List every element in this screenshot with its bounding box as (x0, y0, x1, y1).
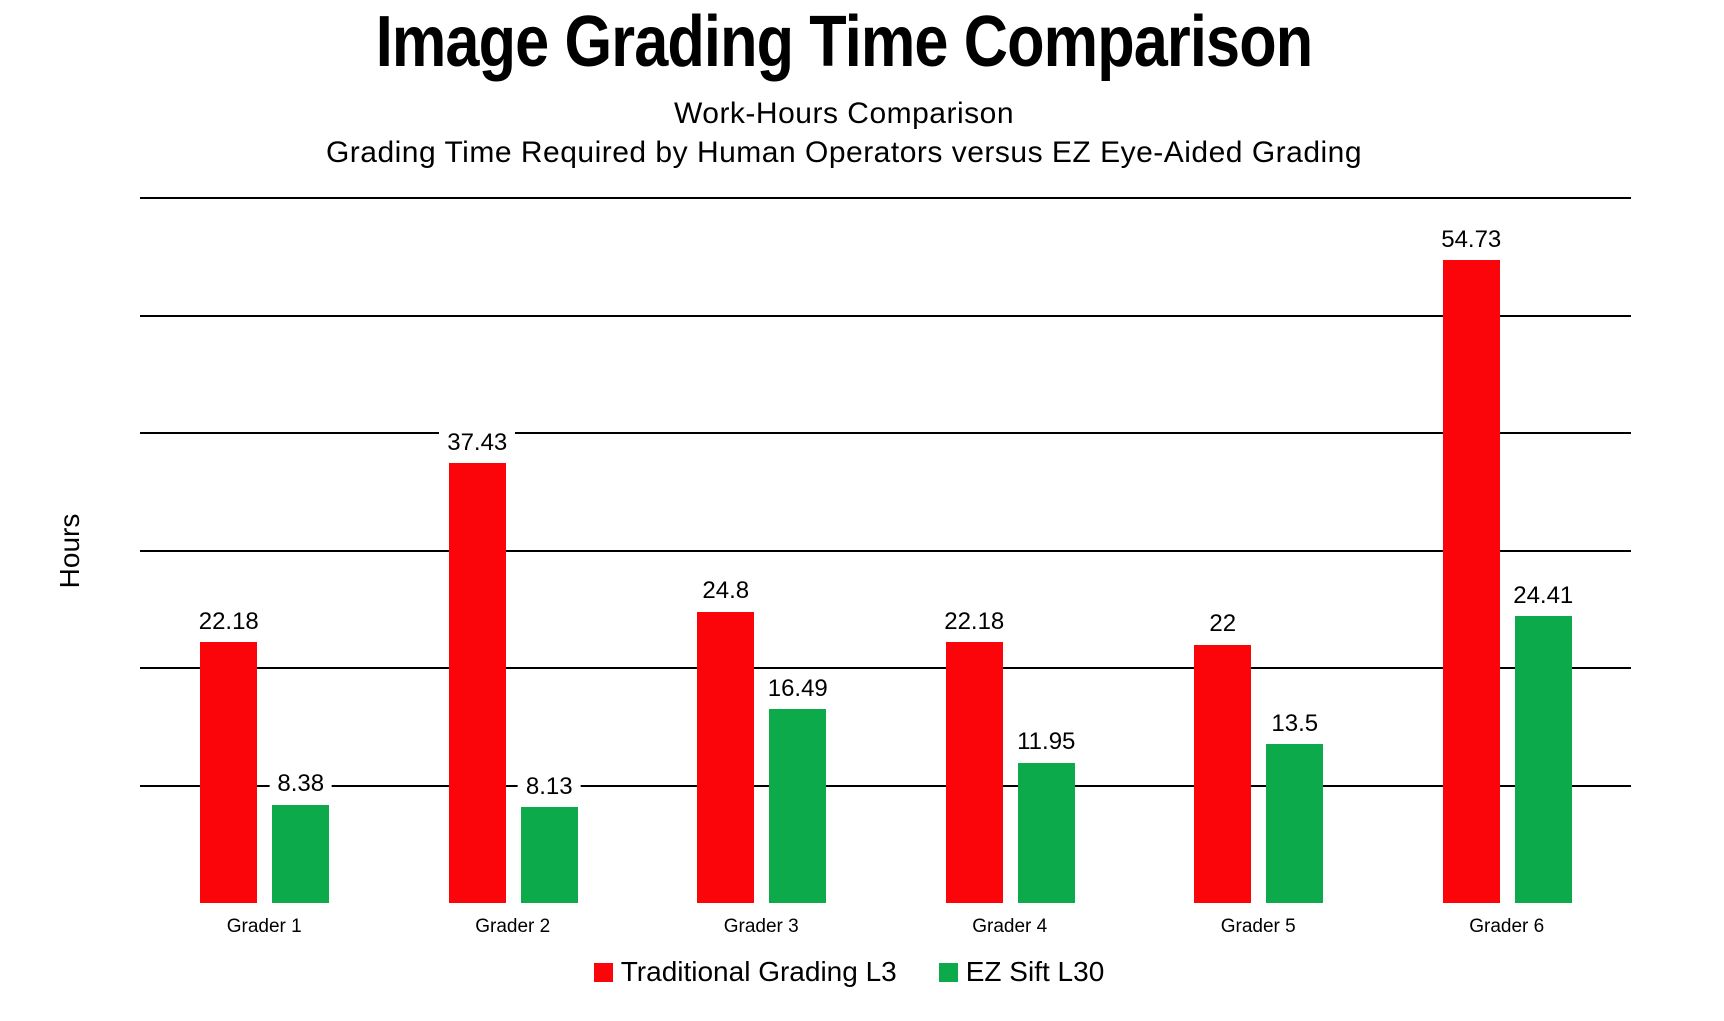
legend-swatch-traditional (593, 962, 613, 982)
bar-value-label-ezsift-1: 8.38 (269, 770, 333, 799)
bar-value-label-traditional-5: 22 (1201, 610, 1245, 639)
chart-subtitle-2: Grading Time Required by Human Operators… (325, 136, 1363, 169)
bar-value-label-traditional-4: 22.18 (936, 608, 1013, 637)
bar-ezsift-3 (769, 709, 827, 903)
bar-ezsift-5 (1266, 744, 1324, 903)
chart-title: Image Grading Time Comparison (375, 2, 1313, 82)
bar-value-label-traditional-6: 54.73 (1433, 225, 1510, 254)
category-label-4: Grader 4 (972, 916, 1048, 937)
bar-traditional-3 (697, 611, 755, 903)
bar-value-label-traditional-1: 22.18 (190, 608, 267, 637)
bar-traditional-6 (1442, 259, 1500, 903)
gridline-10h (140, 784, 1631, 787)
bar-value-label-ezsift-3: 16.49 (759, 674, 836, 704)
legend: Traditional Grading L3 EZ Sift L30 (0, 956, 1724, 988)
legend-label-ezsift: EZ Sift L30 (965, 956, 1105, 987)
gridline-60h (140, 197, 1631, 199)
bar-ezsift-6 (1514, 616, 1572, 903)
chart-subtitle-1: Work-Hours Comparison (673, 97, 1015, 130)
category-label-1: Grader 1 (226, 916, 302, 937)
category-label-5: Grader 5 (1220, 916, 1296, 937)
bar-value-label-ezsift-4: 11.95 (1009, 728, 1084, 757)
category-label-2: Grader 2 (475, 916, 551, 937)
gridline-30h (140, 549, 1631, 552)
bar-ezsift-2 (520, 807, 578, 903)
bar-ezsift-4 (1017, 762, 1075, 903)
bar-value-label-ezsift-6: 24.41 (1505, 581, 1582, 611)
legend-swatch-ezsift (938, 962, 958, 982)
bar-traditional-2 (448, 463, 506, 903)
gridline-20h (140, 667, 1631, 669)
legend-item-ezsift: EZ Sift L30 (938, 956, 1105, 988)
bar-ezsift-1 (272, 804, 330, 903)
bar-value-label-traditional-3: 24.8 (694, 577, 758, 606)
bar-value-label-ezsift-5: 13.5 (1263, 709, 1327, 739)
bar-traditional-4 (945, 642, 1003, 903)
legend-label-traditional: Traditional Grading L3 (620, 956, 897, 987)
x-axis-labels: Grader 1 Grader 2 Grader 3 Grader 4 Grader 5… (140, 916, 1631, 938)
category-label-3: Grader 3 (723, 916, 799, 937)
bar-traditional-1 (200, 642, 258, 903)
plot-area: 22.18 8.38 37.43 8.13 24.8 16.49 22.18 11.95 22 1… (140, 197, 1631, 903)
bar-value-label-ezsift-2: 8.13 (517, 773, 581, 802)
category-label-6: Grader 6 (1469, 916, 1545, 937)
gridline-50h (140, 314, 1631, 317)
legend-item-traditional: Traditional Grading L3 (593, 956, 897, 988)
gridline-40h (140, 432, 1631, 434)
bar-value-label-traditional-2: 37.43 (439, 428, 516, 458)
bar-traditional-5 (1194, 644, 1252, 903)
y-axis-title: Hours (54, 513, 85, 589)
chart-header: Image Grading Time Comparison Work-Hours… (0, 0, 1688, 172)
